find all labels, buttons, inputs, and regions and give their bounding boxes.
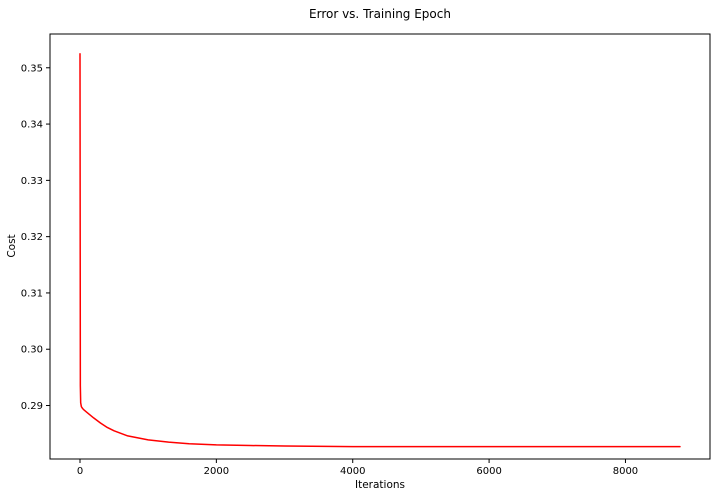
- x-tick-label: 2000: [204, 466, 229, 477]
- plot-frame: [49, 33, 711, 460]
- y-tick-label: 0.29: [21, 401, 43, 412]
- plot-area: [50, 34, 710, 459]
- x-tick-label: 0: [77, 466, 83, 477]
- series-line-0: [79, 52, 681, 448]
- x-axis: 0 2000 4000 6000 8000: [77, 459, 638, 477]
- chart-title: Error vs. Training Epoch: [309, 7, 451, 21]
- series-layer: [79, 52, 681, 448]
- x-tick-label: 4000: [340, 466, 365, 477]
- y-tick-label: 0.34: [21, 120, 43, 131]
- y-axis-label: Cost: [6, 234, 18, 257]
- y-tick-label: 0.30: [21, 345, 43, 356]
- x-tick-label: 8000: [613, 466, 638, 477]
- y-tick-label: 0.31: [21, 288, 43, 299]
- y-tick-label: 0.35: [21, 63, 43, 74]
- y-axis: 0.29 0.30 0.31 0.32 0.33 0.34 0.35: [21, 63, 50, 412]
- y-tick-label: 0.32: [21, 232, 43, 243]
- y-tick-label: 0.33: [21, 176, 43, 187]
- x-tick-label: 6000: [476, 466, 501, 477]
- x-axis-label: Iterations: [355, 479, 405, 491]
